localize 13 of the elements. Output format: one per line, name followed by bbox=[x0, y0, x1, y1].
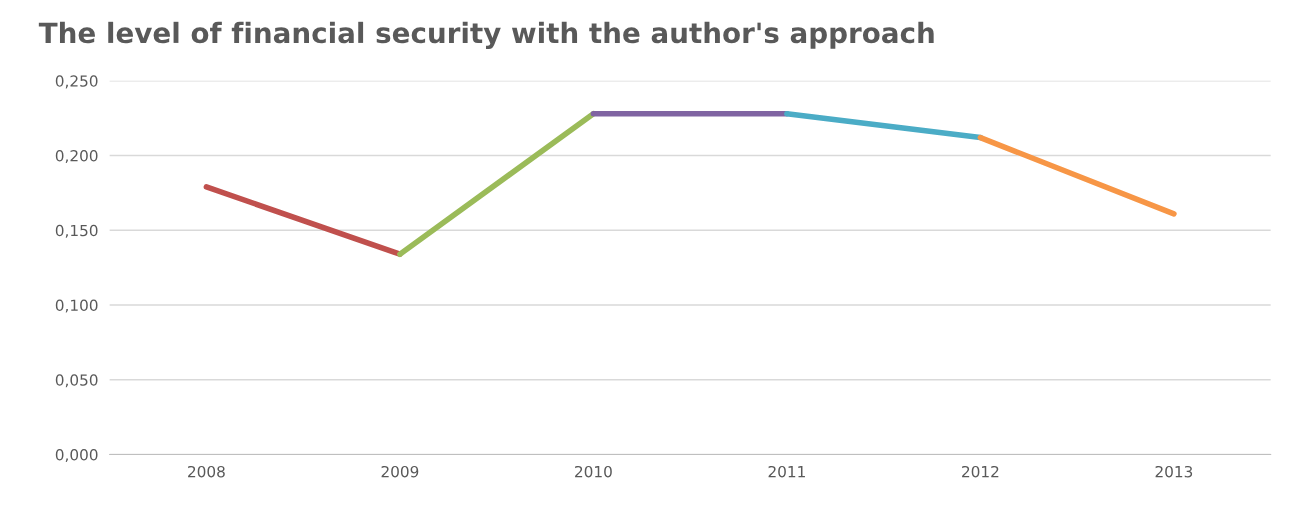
y-tick-label: 0,100 bbox=[55, 299, 98, 313]
x-tick-label: 2010 bbox=[575, 465, 612, 478]
y-tick-label: 0,150 bbox=[55, 224, 98, 238]
y-tick-label: 0,000 bbox=[55, 448, 98, 463]
y-tick-label: 0,250 bbox=[55, 75, 98, 89]
y-tick-label: 0,050 bbox=[55, 374, 98, 388]
y-tick-label: 0,200 bbox=[55, 150, 98, 164]
x-tick-label: 2012 bbox=[962, 465, 999, 478]
chart-title: The level of financial security with the author's approach bbox=[38, 21, 934, 49]
x-tick-label: 2013 bbox=[1155, 465, 1193, 478]
x-tick-label: 2011 bbox=[768, 465, 805, 478]
x-tick-label: 2009 bbox=[381, 465, 419, 478]
x-tick-label: 2008 bbox=[188, 465, 225, 478]
